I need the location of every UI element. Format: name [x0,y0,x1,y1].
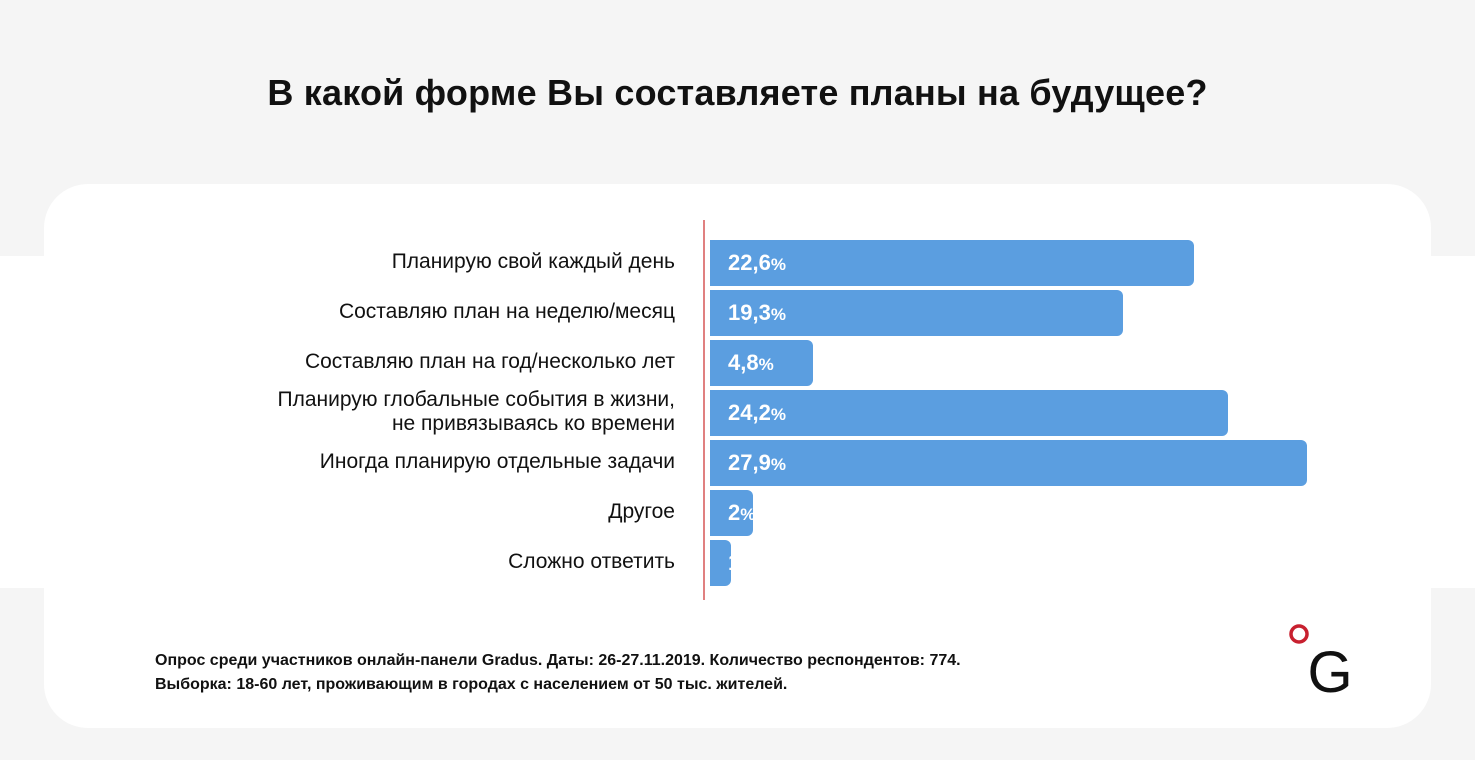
category-label: Составляю план на год/несколько лет [155,350,675,374]
category-label-line: Другое [608,500,675,523]
category-label-line: Составляю план на неделю/месяц [338,300,675,323]
bar-value-unit: % [770,455,786,474]
bar-value-number: 2 [728,500,741,525]
bar-value-unit: % [758,355,774,374]
bar: 19,3% [710,290,1123,336]
bar-value-number: 22,6 [728,250,771,275]
bar-value-label: 4,8% [728,340,774,388]
bar: 24,2% [710,390,1228,436]
bar-value-label: 24,2% [728,390,786,438]
bar-value-unit: % [758,555,774,574]
bar-value-label: 1,0% [728,540,774,588]
footnote-line-1: Опрос среди участников онлайн-панели Gra… [155,652,961,669]
bar-value-label: 19,3% [728,290,786,338]
bar: 4,8% [710,340,813,386]
category-label-line: Иногда планирую отдельные задачи [319,450,675,473]
category-label: Составляю план на неделю/месяц [155,300,675,324]
bar-value-label: 22,6% [728,240,786,288]
bar: 2% [710,490,755,538]
bar-value-number: 1,0 [728,550,759,575]
bar: 1,0% [710,540,774,586]
category-label-line: Планирую глобальные события в жизни, [277,388,675,411]
category-label-line: Сложно ответить [508,550,675,573]
logo-dot-icon [1289,624,1309,644]
bar-value-label: 27,9% [728,440,786,488]
category-label-line: Планирую свой каждый день [391,250,675,273]
bar-value-unit: % [770,305,786,324]
footnote-line-2: Выборка: 18-60 лет, проживающим в города… [155,676,788,693]
bar-value-unit: % [770,405,786,424]
bar-value-label: 2% [728,490,755,538]
bar: 27,9% [710,440,1307,486]
gradus-logo: G [1289,624,1353,702]
category-label: Другое [155,500,675,524]
bar-value-unit: % [770,255,786,274]
chart-title: В какой форме Вы составляете планы на бу… [267,72,1208,113]
category-label: Сложно ответить [155,550,675,574]
bar-value-number: 4,8 [728,350,759,375]
bar-value-number: 24,2 [728,400,771,425]
bar-value-number: 19,3 [728,300,771,325]
chart-axis-line [703,220,705,600]
bar-value-number: 27,9 [728,450,771,475]
category-label-line: не привязываясь ко времени [391,412,675,435]
category-label-line: Составляю план на год/несколько лет [304,350,675,373]
bar: 22,6% [710,240,1194,286]
category-label: Планирую глобальные события в жизни, не п… [155,388,675,436]
category-label: Планирую свой каждый день [155,250,675,274]
bar-value-unit: % [740,505,756,524]
logo-letter: G [1307,640,1352,702]
category-label: Иногда планирую отдельные задачи [155,450,675,474]
